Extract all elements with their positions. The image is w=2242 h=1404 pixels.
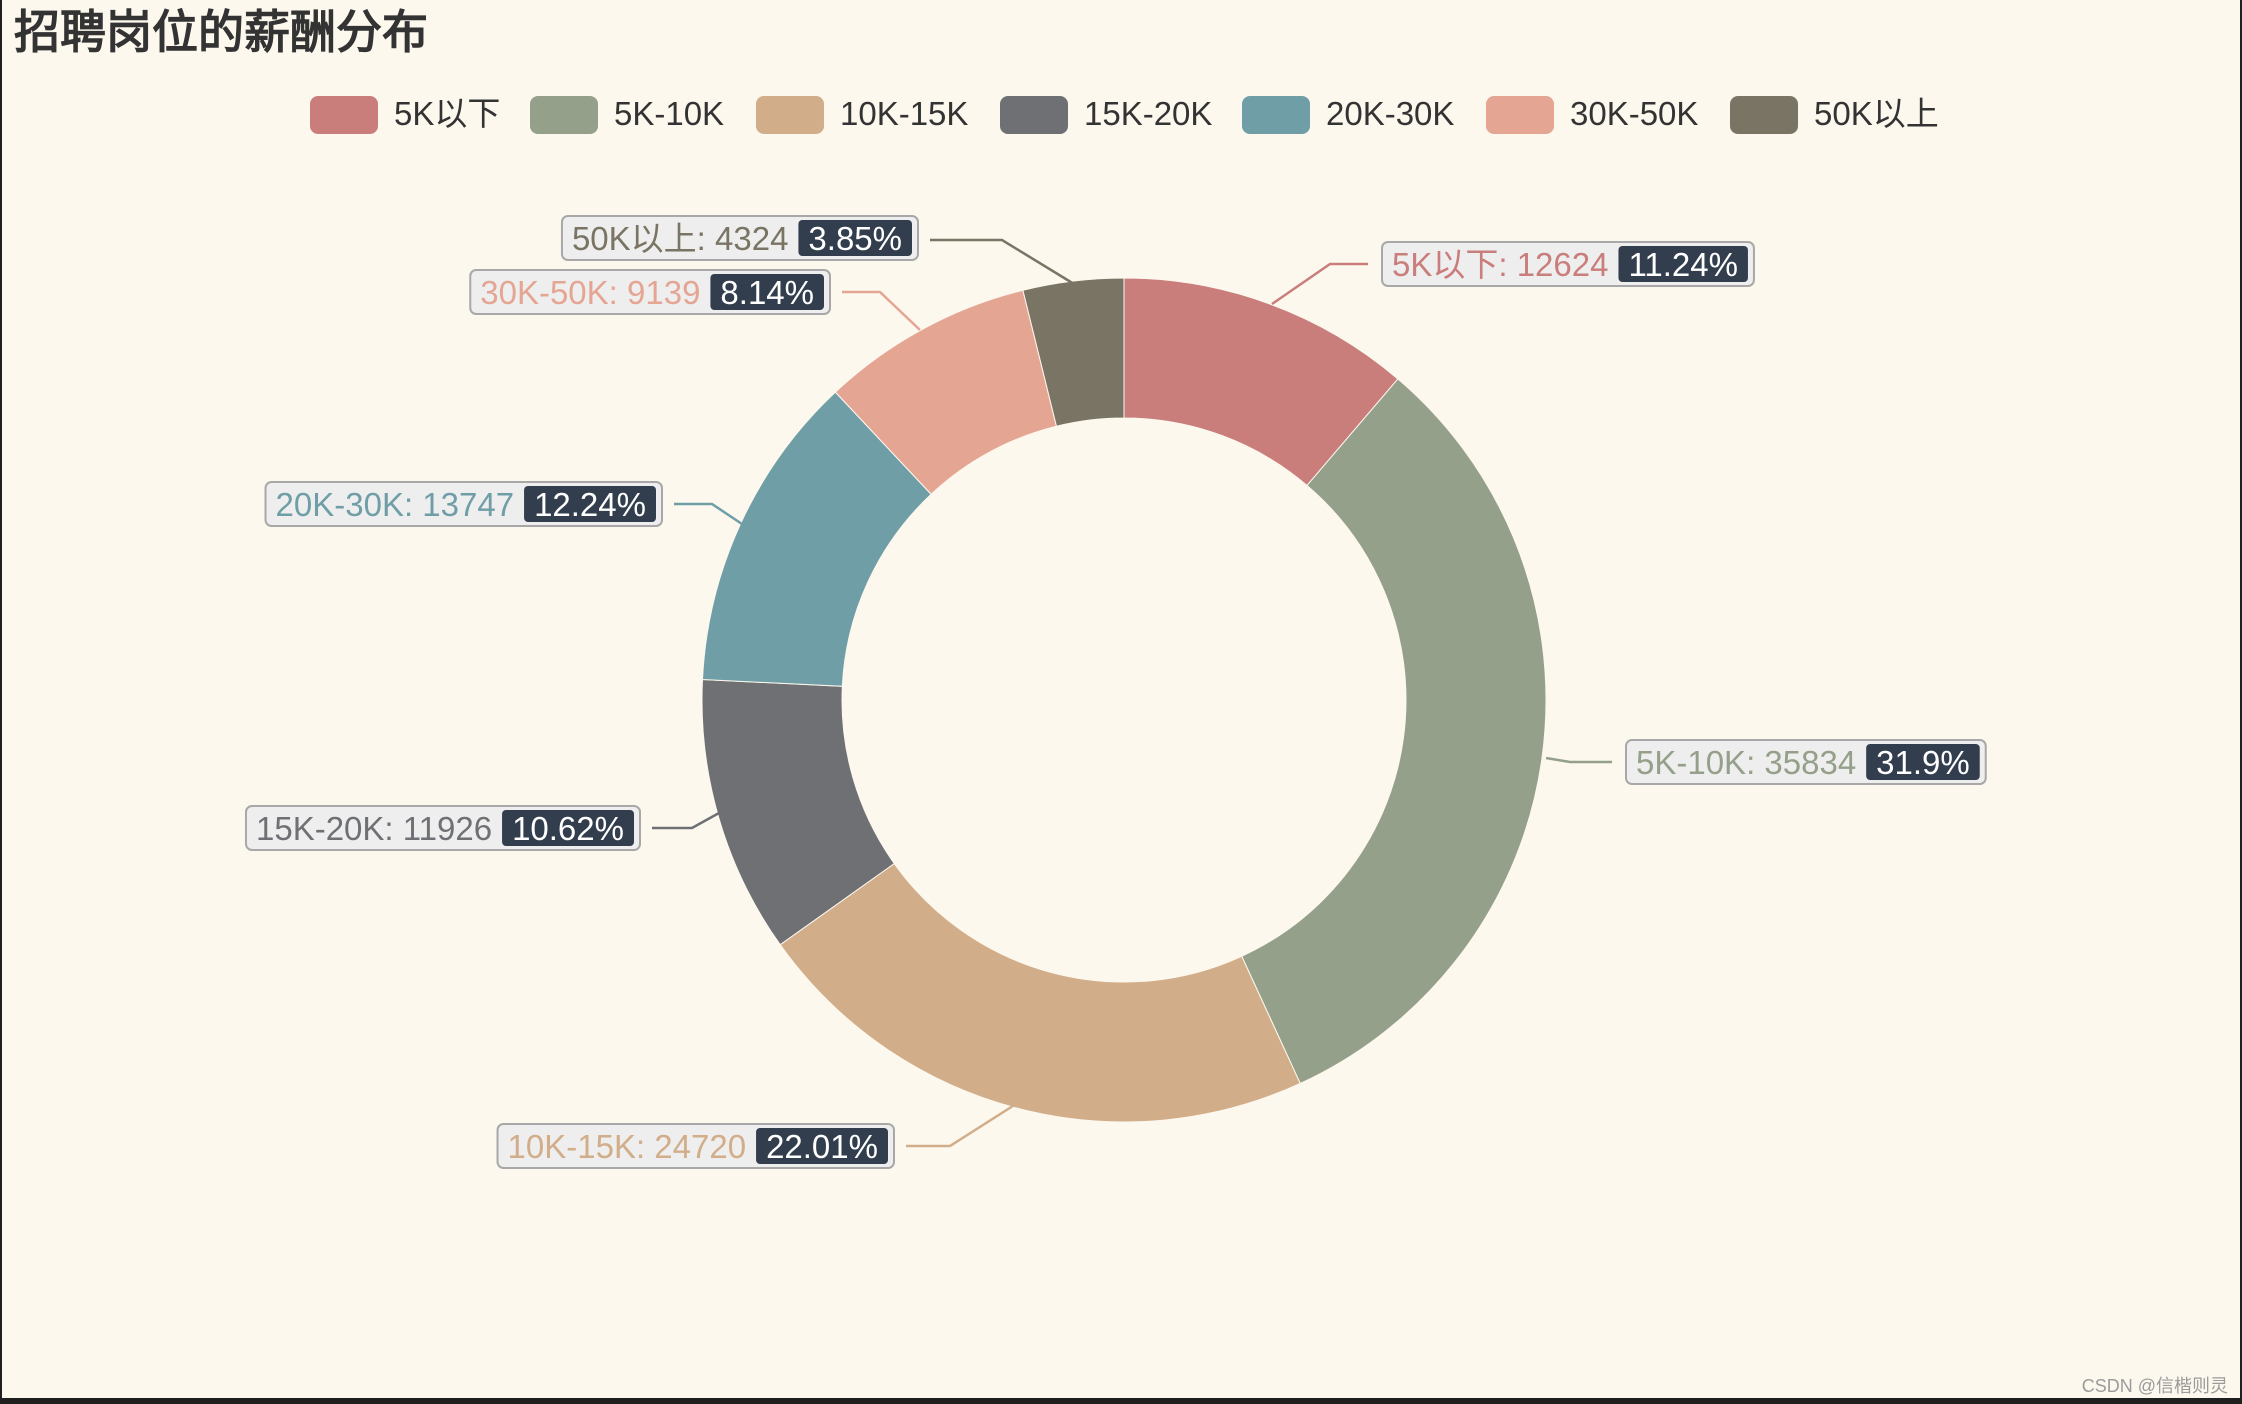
label-value-text: 20K-30K: 13747 bbox=[276, 486, 515, 523]
donut-slice-10k-15k[interactable] bbox=[779, 862, 1301, 1123]
legend-swatch bbox=[1242, 96, 1310, 134]
donut-slices bbox=[701, 277, 1547, 1123]
donut-slice-5k-10k[interactable] bbox=[1241, 378, 1547, 1085]
leader-line-30k-50k bbox=[842, 290, 921, 331]
percent-text: 10.62% bbox=[512, 810, 624, 847]
slice-labels: 5K以下: 12624 11.24% 5K-10K: 35834 31.9% 10K-1… bbox=[244, 215, 1987, 1169]
legend-label: 50K以上 bbox=[1814, 95, 1939, 132]
legend-swatch bbox=[530, 96, 598, 134]
percent-text: 31.9% bbox=[1876, 744, 1970, 781]
slice-label-50k-above: 50K以上: 4324 3.85% bbox=[560, 215, 919, 261]
leader-line-5k-10k bbox=[1545, 756, 1612, 764]
legend-item-5k-below[interactable]: 5K以下 bbox=[310, 95, 500, 134]
legend-label: 5K-10K bbox=[614, 95, 724, 132]
leader-line-5k-below bbox=[1271, 262, 1368, 306]
legend-item-30k-50k[interactable]: 30K-50K bbox=[1486, 95, 1698, 134]
percent-badge bbox=[710, 274, 824, 310]
leader-line-10k-15k bbox=[906, 1102, 1017, 1148]
legend-label: 30K-50K bbox=[1570, 95, 1698, 132]
label-value-text: 5K以下: 12624 bbox=[1392, 246, 1608, 283]
label-value-text: 50K以上: 4324 bbox=[572, 220, 788, 257]
legend-label: 15K-20K bbox=[1084, 95, 1212, 132]
percent-text: 3.85% bbox=[808, 220, 902, 257]
legend-swatch bbox=[756, 96, 824, 134]
percent-badge bbox=[1866, 744, 1980, 780]
watermark: CSDN @信楷则灵 bbox=[2082, 1376, 2228, 1396]
legend-item-15k-20k[interactable]: 15K-20K bbox=[1000, 95, 1212, 134]
legend-label: 5K以下 bbox=[394, 95, 500, 132]
leader-lines bbox=[652, 238, 1612, 1148]
legend-label: 20K-30K bbox=[1326, 95, 1454, 132]
percent-text: 12.24% bbox=[534, 486, 646, 523]
legend: 5K以下 5K-10K 10K-15K 15K-20K 20K-30K 30K-50K 50… bbox=[310, 95, 1939, 134]
legend-item-10k-15k[interactable]: 10K-15K bbox=[756, 95, 968, 134]
legend-swatch bbox=[310, 96, 378, 134]
legend-item-50k-above[interactable]: 50K以上 bbox=[1730, 95, 1939, 134]
percent-badge bbox=[756, 1128, 888, 1164]
slice-label-10k-15k: 10K-15K: 24720 22.01% bbox=[496, 1123, 895, 1169]
slice-label-5k-10k: 5K-10K: 35834 31.9% bbox=[1625, 739, 1987, 785]
slice-label-30k-50k: 30K-50K: 9139 8.14% bbox=[469, 269, 831, 315]
percent-badge bbox=[798, 220, 912, 256]
leader-line-50k-above bbox=[930, 238, 1075, 286]
slice-label-20k-30k: 20K-30K: 13747 12.24% bbox=[264, 481, 663, 527]
legend-item-20k-30k[interactable]: 20K-30K bbox=[1242, 95, 1454, 134]
legend-item-5k-10k[interactable]: 5K-10K bbox=[530, 95, 724, 134]
label-value-text: 10K-15K: 24720 bbox=[508, 1128, 747, 1165]
legend-label: 10K-15K bbox=[840, 95, 968, 132]
donut-slice-50k-above[interactable] bbox=[1022, 277, 1125, 427]
leader-line-20k-30k bbox=[674, 502, 743, 526]
percent-text: 11.24% bbox=[1628, 246, 1737, 283]
legend-swatch bbox=[1486, 96, 1554, 134]
percent-text: 22.01% bbox=[766, 1128, 878, 1165]
percent-badge bbox=[524, 486, 656, 522]
label-value-text: 5K-10K: 35834 bbox=[1636, 744, 1856, 781]
legend-swatch bbox=[1000, 96, 1068, 134]
percent-text: 8.14% bbox=[720, 274, 814, 311]
legend-swatch bbox=[1730, 96, 1798, 134]
label-value-text: 30K-50K: 9139 bbox=[480, 274, 700, 311]
leader-line-15k-20k bbox=[652, 806, 729, 830]
slice-label-5k-below: 5K以下: 12624 11.24% bbox=[1381, 241, 1755, 287]
chart-title: 招聘岗位的薪酬分布 bbox=[14, 6, 428, 58]
percent-badge bbox=[502, 810, 634, 846]
label-value-text: 15K-20K: 11926 bbox=[256, 810, 492, 847]
slice-label-15k-20k: 15K-20K: 11926 10.62% bbox=[244, 805, 641, 851]
percent-badge bbox=[1618, 246, 1748, 282]
